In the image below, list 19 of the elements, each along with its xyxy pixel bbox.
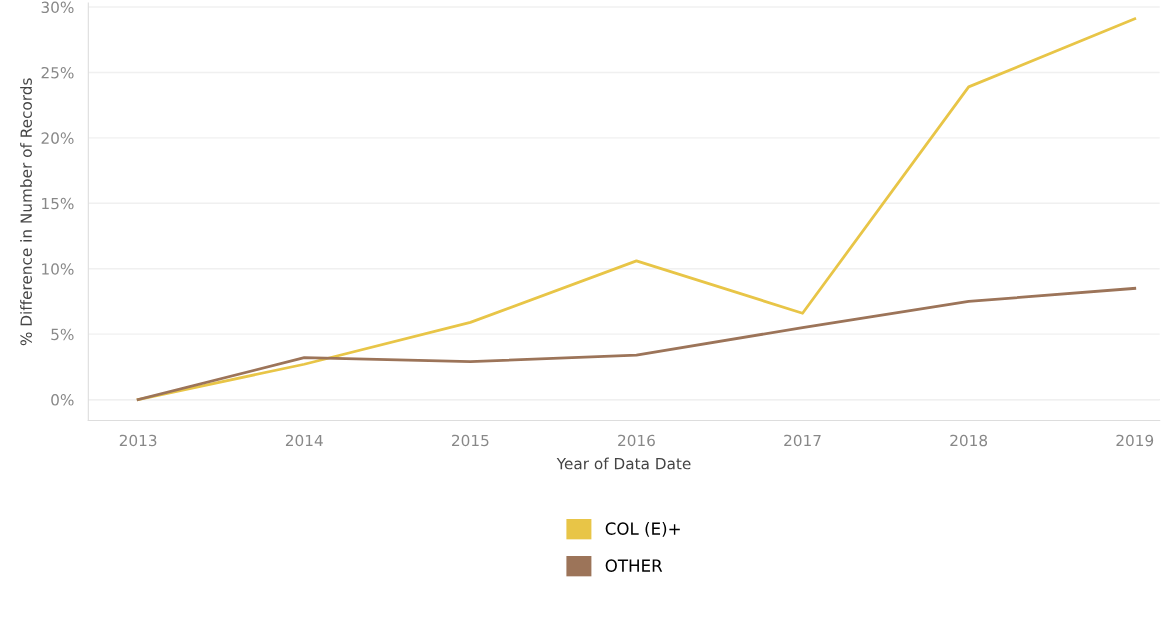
x-tick-label: 2016 [618,434,655,447]
x-tick-label: 2019 [1116,434,1154,447]
x-tick-label: 2015 [452,434,489,447]
y-tick-label: 15% [42,197,74,210]
x-tick-label: 2013 [119,434,157,447]
x-tick-label: 2018 [950,434,988,447]
y-tick-label: 20% [41,132,74,144]
legend-label: COL (E)+ [605,522,680,537]
x-tick-label: 2017 [784,434,821,447]
y-tick-label: 10% [42,263,74,275]
x-axis-title: Year of Data Date [556,457,691,470]
y-tick-label: 25% [41,66,74,79]
legend-label: OTHER [605,559,663,572]
y-tick-label: 0% [51,394,74,406]
x-tick-label: 2014 [285,434,323,447]
y-tick-label: 5% [51,328,74,341]
y-tick-label: 30% [41,1,74,14]
y-axis-title: % Difference in Number of Records [20,78,32,346]
line-series [136,286,1137,401]
